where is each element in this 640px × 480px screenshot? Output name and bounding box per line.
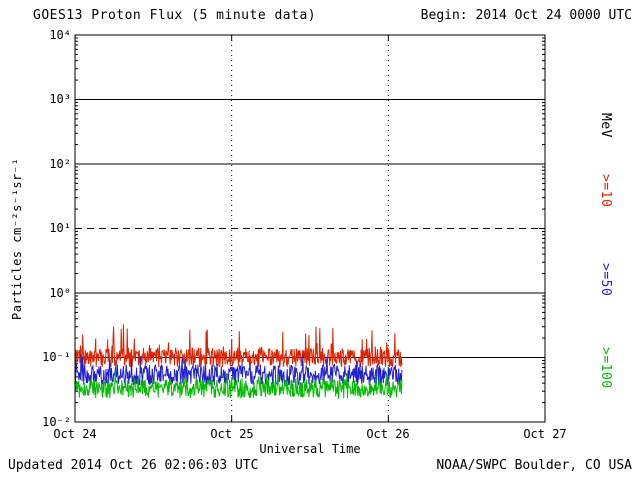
y-tick-label: 10⁻² (42, 415, 71, 429)
right-axis-unit-label: MeV (598, 113, 613, 138)
begin-timestamp: Begin: 2014 Oct 24 0000 UTC (420, 8, 632, 23)
series-label-ge50: >=50 (598, 263, 613, 297)
chart-title: GOES13 Proton Flux (5 minute data) (33, 8, 317, 23)
x-tick-label: Oct 25 (210, 427, 254, 441)
series-label-ge100: >=100 (598, 347, 613, 389)
x-axis-label: Universal Time (259, 442, 361, 456)
flux-series-2 (74, 369, 403, 400)
y-tick-label: 10⁰ (49, 286, 71, 300)
series-label-ge10: >=10 (598, 174, 613, 208)
y-tick-label: 10³ (49, 92, 71, 106)
updated-timestamp: Updated 2014 Oct 26 02:06:03 UTC (8, 458, 259, 473)
flux-series-0 (74, 324, 403, 369)
y-tick-label: 10² (49, 157, 71, 171)
source-credit: NOAA/SWPC Boulder, CO USA (436, 458, 632, 473)
y-tick-label: 10¹ (49, 221, 71, 235)
x-tick-label: Oct 24 (53, 427, 97, 441)
x-tick-label: Oct 26 (366, 427, 410, 441)
y-tick-label: 10⁴ (49, 28, 71, 42)
x-tick-label: Oct 27 (523, 427, 567, 441)
y-tick-label: 10⁻¹ (42, 350, 71, 364)
plot-border (74, 34, 546, 423)
y-axis-label: Particles cm⁻²s⁻¹sr⁻¹ (10, 157, 24, 320)
